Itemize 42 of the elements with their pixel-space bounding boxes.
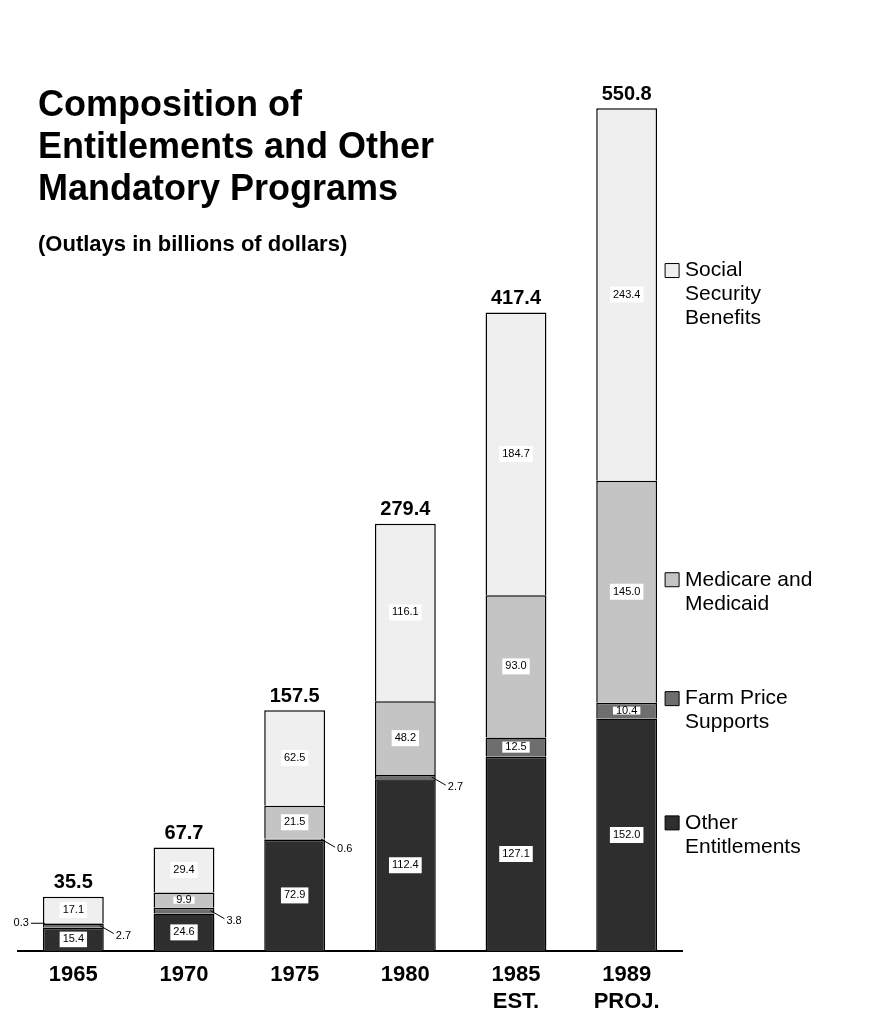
total-label: 279.4: [380, 497, 432, 520]
data-label: 72.9: [283, 888, 306, 901]
data-label: 145.0: [612, 584, 641, 597]
data-label: 48.2: [394, 731, 417, 744]
data-label: 0.6: [337, 842, 353, 855]
legend-label: Social Security Benefits: [685, 257, 762, 329]
data-label: 2.7: [115, 928, 132, 941]
x-tick-label: 1965: [48, 961, 98, 987]
legend-label: Medicare and Medicaid: [685, 566, 813, 614]
total-label: 550.8: [601, 81, 652, 104]
data-label: 12.5: [505, 740, 527, 753]
x-tick-label: 1980: [380, 961, 430, 987]
total-label: 157.5: [269, 683, 320, 706]
text: Composition of Entitlements and Other Mandatory Programs: [38, 82, 435, 208]
total-label: 417.4: [490, 286, 542, 309]
total-label: 35.5: [53, 870, 93, 893]
data-label: 24.6: [173, 925, 195, 938]
x-tick-label: 1975: [270, 961, 320, 987]
data-label: 243.4: [612, 287, 641, 300]
total-label: 67.7: [164, 821, 204, 844]
data-label: 0.3: [13, 916, 29, 929]
data-label: 17.1: [62, 902, 85, 915]
data-label: 10.4: [615, 703, 638, 716]
data-label: 112.4: [391, 858, 419, 871]
text: (Outlays in billions of dollars): [38, 231, 348, 257]
data-label: 2.7: [447, 780, 464, 793]
x-tick-label: 1970: [159, 961, 209, 987]
legend-label: Farm Price Supports: [685, 685, 788, 733]
data-label: 93.0: [505, 659, 527, 672]
data-label: 184.7: [502, 446, 530, 459]
data-label: 21.5: [283, 815, 306, 828]
data-label: 9.9: [176, 893, 192, 906]
data-label: 3.8: [226, 913, 242, 926]
data-label: 29.4: [173, 863, 195, 876]
data-label: 152.0: [612, 827, 641, 840]
legend-label: Other Entitlements: [685, 809, 801, 857]
data-label: 127.1: [502, 846, 530, 859]
x-tick-label: 1989 PROJ.: [593, 961, 660, 1013]
data-label: 116.1: [391, 605, 419, 618]
data-label: 62.5: [283, 751, 306, 764]
data-label: 15.4: [62, 932, 85, 945]
x-tick-label: 1985 EST.: [491, 961, 541, 1013]
